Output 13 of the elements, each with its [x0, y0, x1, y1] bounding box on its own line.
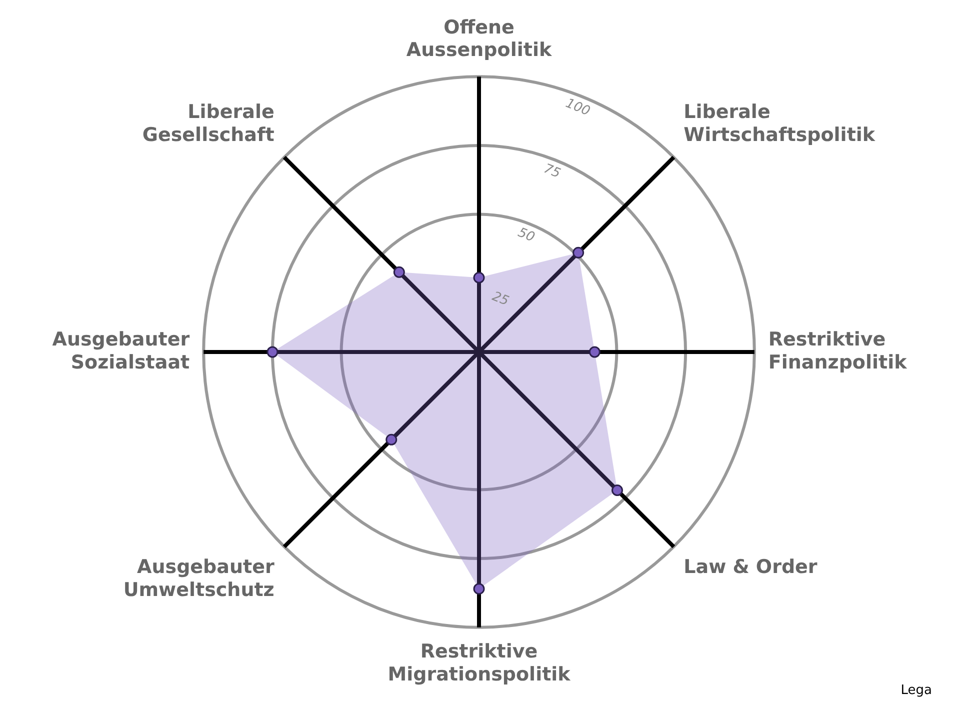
y-tick-label: 75: [541, 161, 562, 182]
spoke-label: Liberale Gesellschaft: [142, 101, 274, 146]
y-tick-label: 50: [516, 225, 537, 246]
spoke-label: Restriktive Migrationspolitik: [388, 640, 571, 686]
spoke-label: Restriktive Finanzpolitik: [768, 328, 908, 374]
y-tick-label: 25: [490, 289, 511, 310]
spoke-label: Offene Aussenpolitik: [406, 16, 552, 62]
spoke-label: Law & Order: [684, 556, 818, 578]
spoke-label: Liberale Wirtschaftspolitik: [684, 101, 876, 146]
spoke-label: Ausgebauter Umweltschutz: [123, 556, 275, 601]
text: Lega: [900, 683, 932, 698]
spoke-label: Ausgebauter Sozialstaat: [52, 328, 190, 374]
y-tick-label: 100: [563, 96, 592, 120]
